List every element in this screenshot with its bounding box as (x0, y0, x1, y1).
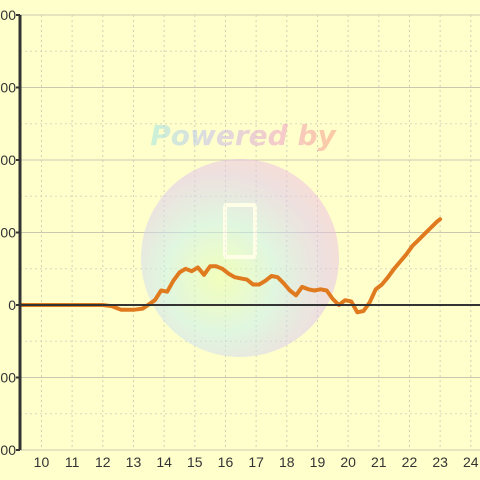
y-tick-label: -6,000 (0, 442, 16, 458)
watermark: Powered by (141, 119, 339, 357)
x-tick-label: 23 (432, 454, 448, 470)
x-tick-label: 16 (218, 454, 234, 470)
watermark-text: Powered by (150, 119, 337, 152)
y-tick-label: -3,000 (0, 370, 16, 386)
x-tick-label: 13 (126, 454, 142, 470)
x-tick-label: 18 (279, 454, 295, 470)
x-tick-label: 15 (187, 454, 203, 470)
y-tick-label: 3,000 (0, 225, 16, 241)
x-tick-label: 11 (65, 454, 80, 470)
x-tick-label: 17 (248, 454, 264, 470)
watermark-logo-shape (223, 203, 257, 259)
x-tick-label: 19 (310, 454, 326, 470)
x-tick-label: 20 (340, 454, 356, 470)
y-tick-label: 9,000 (0, 80, 16, 96)
y-tick-labels: 12,000 9,000 6,000 3,000 0 -3,000 -6,000 (0, 7, 20, 458)
x-tick-label: 24 (463, 454, 479, 470)
x-tick-label: 12 (95, 454, 111, 470)
x-tick-label: 22 (402, 454, 418, 470)
x-tick-labels: 10 11 12 13 14 15 16 17 18 19 20 21 22 23 24 (34, 454, 479, 470)
y-tick-label: 6,000 (0, 152, 16, 168)
x-tick-label: 14 (156, 454, 172, 470)
x-tick-label: 21 (371, 454, 387, 470)
series-line (18, 217, 443, 315)
y-tick-label: 0 (8, 297, 16, 313)
x-tick-label: 10 (34, 454, 50, 470)
y-tick-label: 12,000 (0, 7, 16, 23)
